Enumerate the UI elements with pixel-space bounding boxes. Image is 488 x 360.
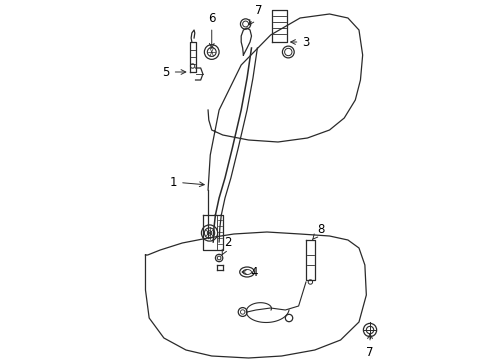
Text: 8: 8 <box>312 224 324 240</box>
Text: 5: 5 <box>162 66 185 78</box>
Text: 7: 7 <box>249 4 262 25</box>
Text: 6: 6 <box>207 12 215 48</box>
Text: 1: 1 <box>169 175 204 189</box>
Text: 3: 3 <box>290 36 309 49</box>
Text: 2: 2 <box>222 237 231 255</box>
Text: 7: 7 <box>366 334 373 359</box>
Text: 4: 4 <box>242 266 258 279</box>
